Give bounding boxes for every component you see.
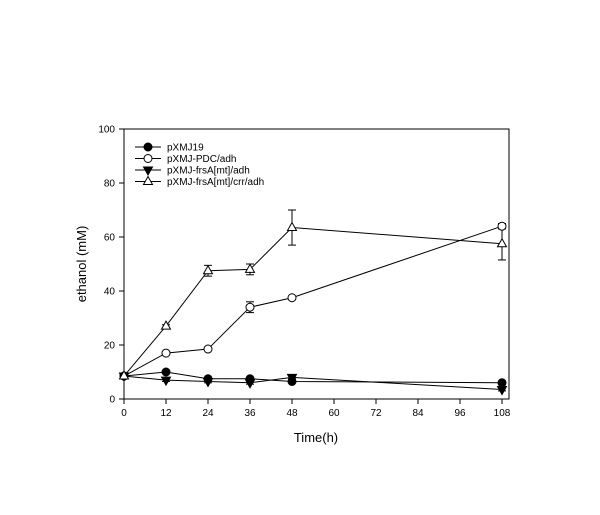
series-4-legend-marker xyxy=(144,177,153,185)
series-1-legend-marker xyxy=(144,143,152,151)
series-4-point xyxy=(288,223,297,231)
y-tick-label: 20 xyxy=(104,341,116,352)
x-tick-label: 0 xyxy=(121,408,127,419)
y-tick-label: 0 xyxy=(109,395,115,406)
series-2-legend-marker xyxy=(144,155,152,163)
series-2-point xyxy=(246,303,254,311)
y-axis-label: ethanol (mM) xyxy=(74,226,89,303)
series-3-legend-label: pXMJ-frsA[mt]/adh xyxy=(167,166,250,177)
series-4-line xyxy=(124,228,502,376)
series-4-point xyxy=(204,266,213,274)
series-4-legend-label: pXMJ-frsA[mt]/crr/adh xyxy=(167,177,264,188)
x-tick-label: 36 xyxy=(244,408,256,419)
x-axis-label: Time(h) xyxy=(294,430,338,445)
series-2-point xyxy=(204,345,212,353)
legend: pXMJ19pXMJ-PDC/adhpXMJ-frsA[mt]/adhpXMJ-… xyxy=(135,143,264,189)
series-4-point xyxy=(498,239,507,247)
error-bars xyxy=(120,210,506,391)
x-tick-label: 96 xyxy=(454,408,466,419)
x-tick-label: 60 xyxy=(328,408,340,419)
series-1-line xyxy=(124,372,502,383)
x-tick-label: 24 xyxy=(202,408,214,419)
series-2-legend-label: pXMJ-PDC/adh xyxy=(167,154,236,165)
series-3-legend-marker xyxy=(144,167,153,175)
y-tick-label: 80 xyxy=(104,179,116,190)
y-tick-label: 60 xyxy=(104,233,116,244)
series-1-legend-label: pXMJ19 xyxy=(167,143,204,154)
y-tick-label: 100 xyxy=(98,125,115,136)
series-2-point xyxy=(288,294,296,302)
series-2-point xyxy=(498,222,506,230)
series-2-line xyxy=(124,226,502,376)
x-tick-label: 12 xyxy=(160,408,172,419)
axes: 0 12 24 36 48 60 72 84 96 108 0 20 40 60 80 100 xyxy=(98,125,510,420)
x-tick-label: 72 xyxy=(370,408,382,419)
series-1-point xyxy=(498,379,506,387)
series-markers xyxy=(120,222,507,394)
x-tick-label: 108 xyxy=(494,408,511,419)
series-2-point xyxy=(162,349,170,357)
x-tick-label: 84 xyxy=(412,408,424,419)
series-1-point xyxy=(162,368,170,376)
series-lines xyxy=(124,226,502,389)
x-tick-label: 48 xyxy=(286,408,298,419)
y-tick-label: 40 xyxy=(104,287,116,298)
